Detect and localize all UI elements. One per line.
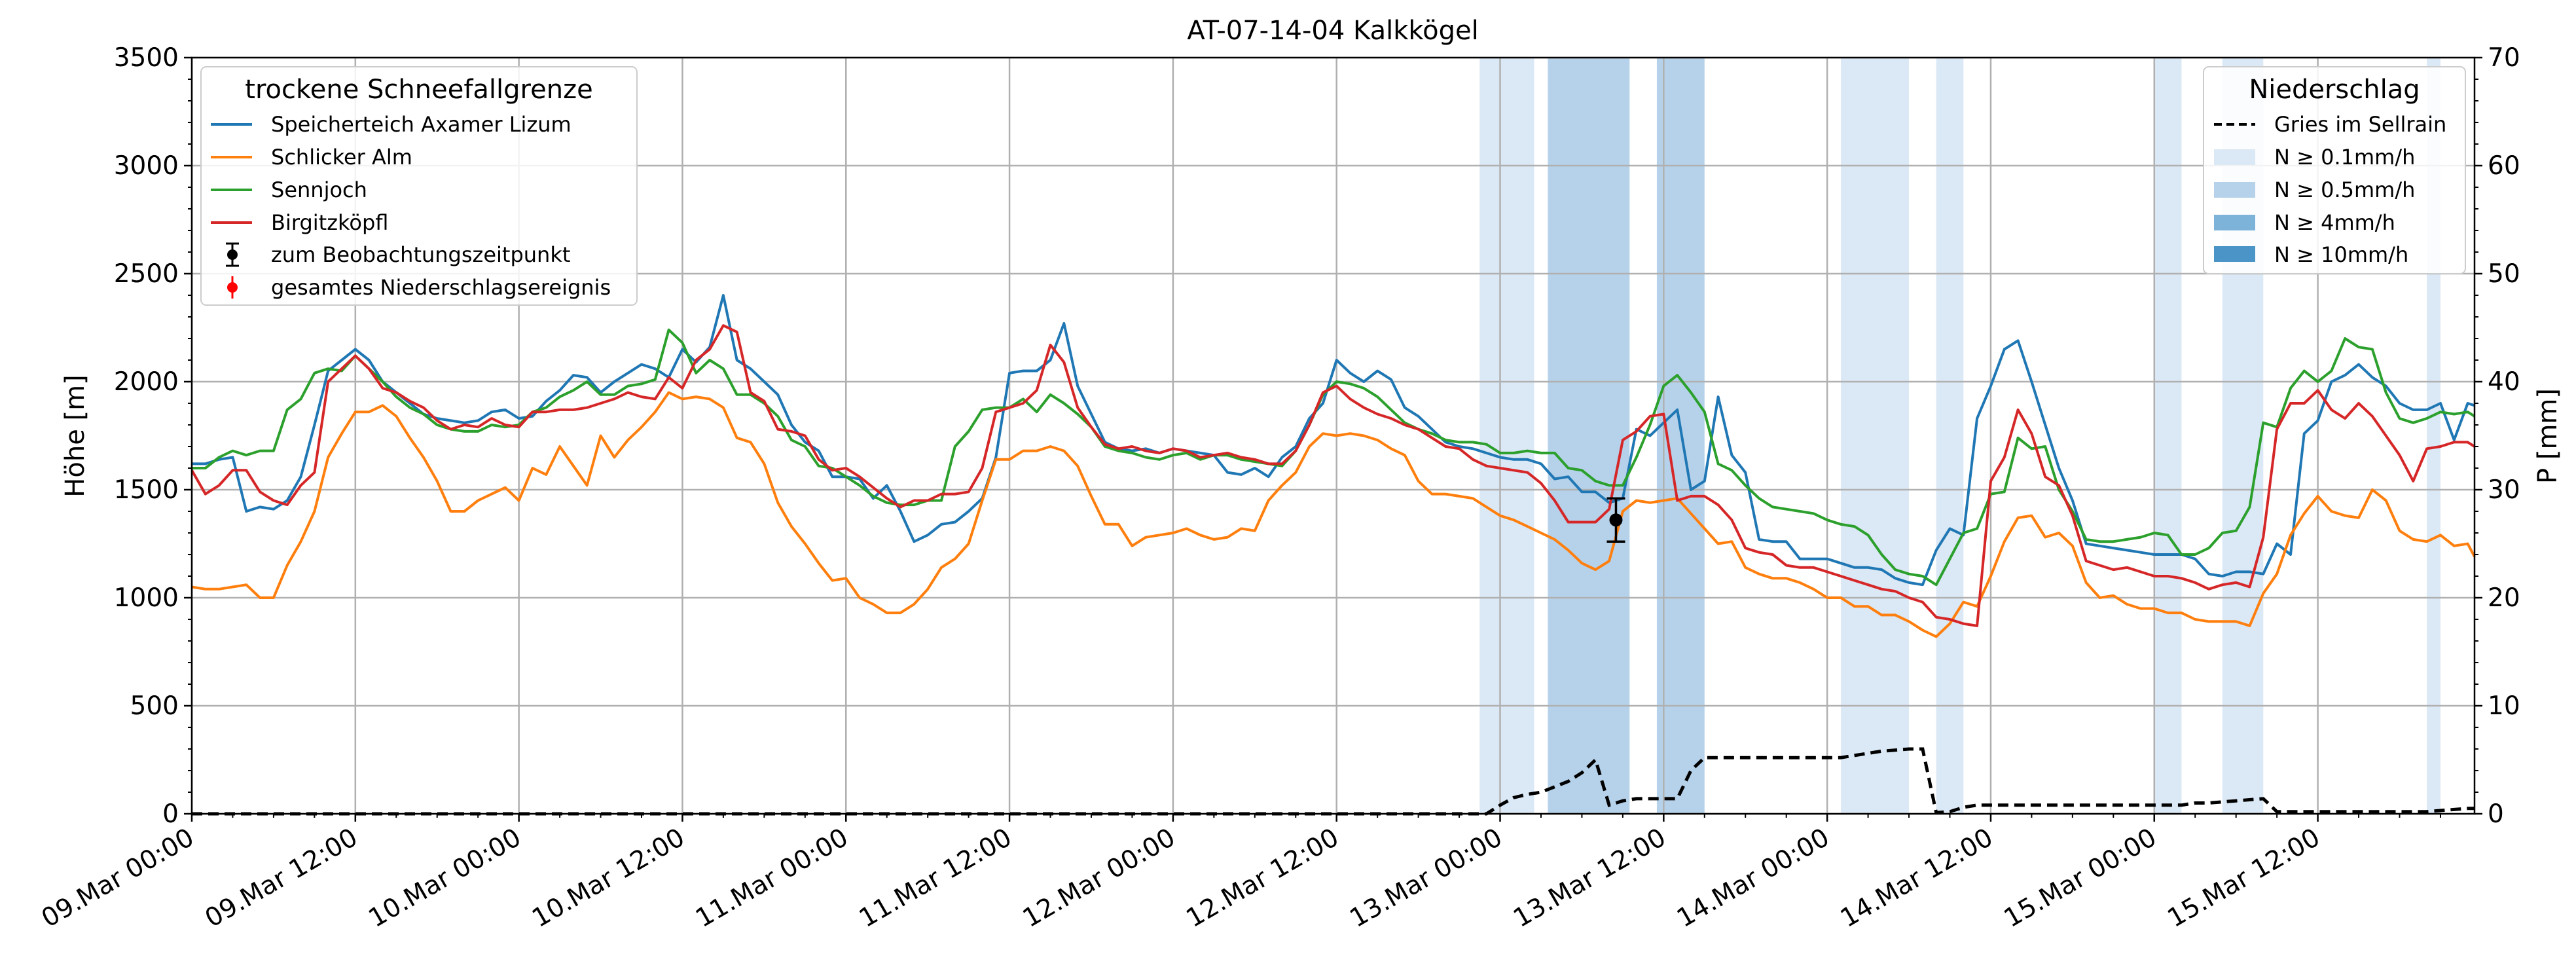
observation-point	[1609, 513, 1623, 527]
legend-entry-birgitzkoepfl: Birgitzköpfl	[271, 210, 388, 235]
y-tick-label-left-2: 1000	[114, 583, 179, 613]
y-tick-label-right-4: 40	[2488, 367, 2520, 397]
precip-band-0	[1479, 58, 1534, 814]
series-line-0	[192, 294, 2475, 587]
legend-left: trockene Schneefallgrenze Speicherteich …	[200, 66, 638, 306]
precip-line	[192, 747, 2475, 816]
legend-swatch-total-event	[227, 276, 238, 299]
y-tick-label-left-5: 2500	[114, 259, 179, 289]
y-tick-label-right-1: 10	[2488, 691, 2520, 721]
legend-left-box	[200, 66, 638, 306]
legend-entry-gries: Gries im Sellrain	[2274, 112, 2446, 137]
legend-entry-band-0-5: N ≥ 0.5mm/h	[2274, 177, 2415, 202]
legend-swatch-observation	[226, 242, 239, 267]
y-axis-label-right: P [mm]	[2533, 388, 2563, 484]
y-tick-label-right-5: 50	[2488, 259, 2520, 289]
y-tick-label-right-6: 60	[2488, 151, 2520, 181]
observation-marker-layer	[1606, 497, 1625, 543]
y-tick-label-left-4: 2000	[114, 367, 179, 397]
y-tick-label-left-6: 3000	[114, 151, 179, 181]
legend-left-title: trockene Schneefallgrenze	[245, 75, 592, 105]
right-y-axis: 0 10 20 30 40 50 60 70	[2475, 43, 2520, 829]
series-line-3	[190, 324, 2476, 627]
legend-right-box	[2203, 66, 2466, 274]
chart-title: AT-07-14-04 Kalkkögel	[1187, 16, 1478, 46]
legend-entry-total-event: gesamtes Niederschlagsereignis	[271, 275, 611, 300]
series-layer	[190, 294, 2476, 638]
y-tick-label-right-7: 70	[2488, 43, 2520, 73]
y-tick-label-right-3: 30	[2488, 475, 2520, 505]
precip-band-1	[1548, 58, 1630, 814]
plot-frame	[190, 56, 2476, 815]
legend-entry-observation: zum Beobachtungszeitpunkt	[271, 242, 570, 267]
legend-swatch-band-10	[2214, 246, 2255, 262]
y-tick-label-left-7: 3500	[114, 43, 179, 73]
left-y-axis: 0 500 1000 1500 2000 2500 3000 3500	[114, 43, 192, 829]
legend-swatch-band-0-5	[2214, 182, 2255, 198]
y-axis-label-left: Höhe [m]	[60, 374, 90, 497]
precip-band-4	[1936, 58, 1964, 814]
legend-swatch-band-4	[2214, 215, 2255, 230]
legend-swatch-band-0-1	[2214, 149, 2255, 165]
legend-entry-schlicker-alm: Schlicker Alm	[271, 145, 412, 170]
series-line-1	[191, 391, 2476, 638]
legend-entry-band-10: N ≥ 10mm/h	[2274, 242, 2408, 267]
y-tick-label-right-0: 0	[2488, 799, 2504, 829]
series-line-2	[192, 328, 2476, 587]
legend-entry-speicherteich: Speicherteich Axamer Lizum	[271, 112, 571, 137]
precip-band-3	[1840, 58, 1910, 814]
legend-entry-sennjoch: Sennjoch	[271, 177, 367, 202]
y-tick-label-left-3: 1500	[114, 475, 179, 505]
precipitation-layer	[192, 747, 2475, 816]
y-tick-label-left-0: 0	[162, 799, 179, 829]
legend-entry-band-0-1: N ≥ 0.1mm/h	[2274, 145, 2415, 170]
y-tick-label-right-2: 20	[2488, 583, 2520, 613]
legend-entry-band-4: N ≥ 4mm/h	[2274, 210, 2395, 235]
y-tick-label-left-1: 500	[130, 691, 179, 721]
legend-right: Niederschlag Gries im Sellrain N ≥ 0.1mm…	[2203, 66, 2466, 274]
legend-right-title: Niederschlag	[2249, 75, 2420, 105]
precip-band-5	[2154, 58, 2182, 814]
